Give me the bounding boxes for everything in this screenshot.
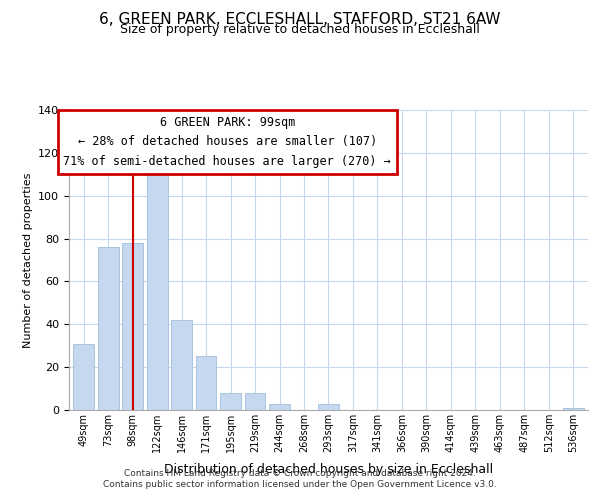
Bar (220, 393, 241, 410)
Text: Contains public sector information licensed under the Open Government Licence v3: Contains public sector information licen… (103, 480, 497, 489)
Text: Contains HM Land Registry data © Crown copyright and database right 2024.: Contains HM Land Registry data © Crown c… (124, 468, 476, 477)
Bar (318, 404, 339, 410)
Bar (245, 393, 265, 410)
Bar (122, 243, 143, 410)
Text: 6 GREEN PARK: 99sqm
← 28% of detached houses are smaller (107)
71% of semi-detac: 6 GREEN PARK: 99sqm ← 28% of detached ho… (64, 116, 391, 168)
Bar (563, 408, 584, 410)
Bar (98, 247, 119, 410)
Bar (196, 356, 217, 410)
X-axis label: Distribution of detached houses by size in Eccleshall: Distribution of detached houses by size … (164, 464, 493, 476)
Text: Size of property relative to detached houses in Eccleshall: Size of property relative to detached ho… (120, 24, 480, 36)
Y-axis label: Number of detached properties: Number of detached properties (23, 172, 32, 348)
Bar (171, 320, 192, 410)
Text: 6, GREEN PARK, ECCLESHALL, STAFFORD, ST21 6AW: 6, GREEN PARK, ECCLESHALL, STAFFORD, ST2… (99, 12, 501, 28)
Bar (147, 172, 167, 410)
Bar (73, 344, 94, 410)
Bar (269, 404, 290, 410)
